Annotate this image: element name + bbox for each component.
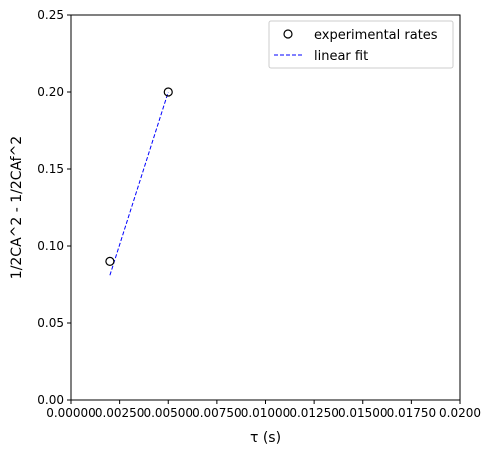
- legend-label-experimental-rates: experimental rates: [314, 28, 438, 43]
- y-tick-label: 0.25: [37, 8, 64, 22]
- legend-box: [268, 20, 454, 69]
- legend-marker-experimental-rates: [283, 29, 293, 39]
- x-tick-label: 0.01000: [241, 406, 291, 420]
- legend: experimental rates linear fit: [268, 20, 454, 69]
- x-tick-label: 0.01750: [387, 406, 437, 420]
- fit-line: [109, 91, 169, 276]
- y-axis-label: 1/2CA^2 - 1/2CAf^2: [9, 136, 25, 279]
- x-tick-label: 0.00500: [143, 406, 193, 420]
- y-tick-label: 0.20: [37, 85, 64, 99]
- y-axis-ticks: 0.00 0.05 0.10 0.15 0.20 0.25: [37, 8, 71, 407]
- fit-layer: [109, 91, 169, 276]
- legend-label-linear-fit: linear fit: [314, 49, 368, 64]
- y-tick-label: 0.10: [37, 239, 64, 253]
- y-tick-label: 0.15: [37, 162, 64, 176]
- x-axis-ticks: 0.00000 0.00250 0.00500 0.00750 0.01000 0.012…: [46, 400, 481, 420]
- points-layer: [105, 87, 173, 266]
- x-tick-label: 0.00000: [46, 406, 96, 420]
- x-tick-label: 0.01250: [289, 406, 339, 420]
- data-point: [105, 256, 115, 266]
- x-tick-label: 0.00250: [95, 406, 145, 420]
- x-tick-label: 0.0200: [439, 406, 481, 420]
- x-tick-label: 0.01500: [338, 406, 388, 420]
- data-point: [163, 87, 173, 97]
- x-tick-label: 0.00750: [192, 406, 242, 420]
- y-tick-label: 0.05: [37, 316, 64, 330]
- y-tick-label: 0.00: [37, 393, 64, 407]
- x-axis-label: τ (s): [250, 430, 281, 446]
